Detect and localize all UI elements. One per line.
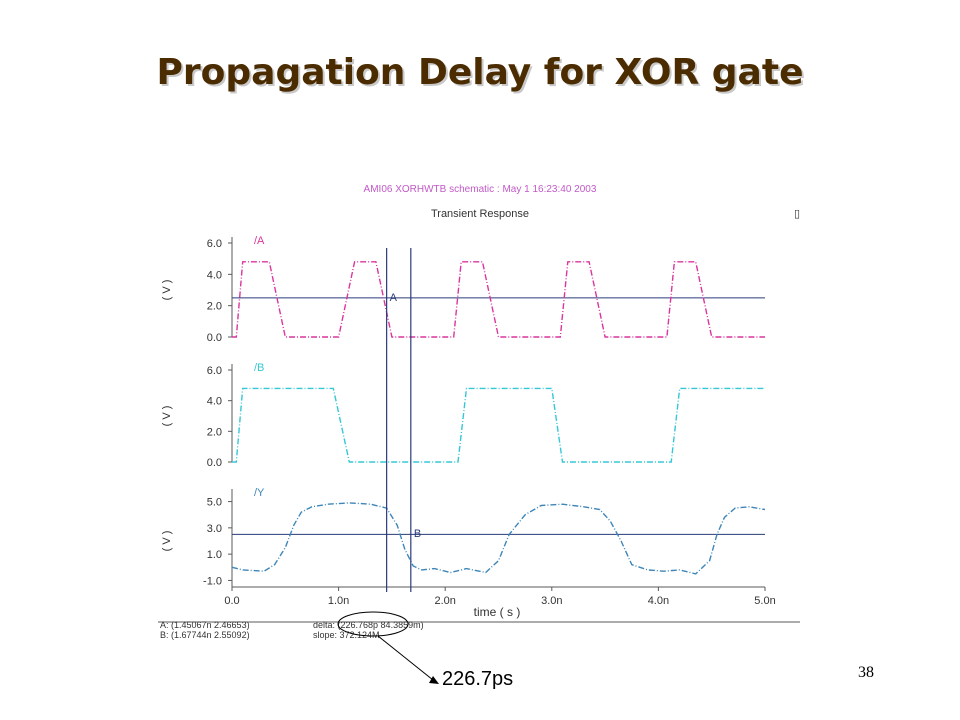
y-tick-label-y: 5.0: [207, 497, 222, 509]
readout-cursor-a: A: (1.45067n 2.46653): [160, 620, 250, 630]
series-label-a: /A: [254, 235, 265, 247]
series-line-y: [231, 502, 766, 575]
plot-header: AMI06 XORHWTB schematic : May 1 16:23:40…: [364, 184, 597, 195]
y-tick-label-b: 6.0: [207, 365, 222, 377]
callout-arrowhead: [429, 676, 439, 684]
series-line-a: [232, 261, 765, 338]
y-axis-label-a: ( V ): [161, 280, 173, 301]
x-tick-label: 1.0n: [328, 595, 349, 607]
y-tick-label-y: -1.0: [203, 575, 222, 587]
y-tick-label-a: 2.0: [207, 301, 222, 313]
series-label-b: /B: [254, 362, 264, 374]
x-tick-label: 2.0n: [434, 595, 455, 607]
series-label-y: /Y: [254, 487, 265, 499]
y-tick-label-a: 0.0: [207, 332, 222, 344]
x-tick-label: 0.0: [224, 595, 239, 607]
slide-title: Propagation Delay for XOR gate: [156, 52, 804, 93]
y-tick-label-y: 3.0: [207, 523, 222, 535]
y-tick-label-b: 2.0: [207, 426, 222, 438]
y-tick-label-y: 1.0: [207, 549, 222, 561]
y-axis-label-y: ( V ): [161, 531, 173, 552]
page-number: 38: [858, 664, 874, 681]
delta-highlight-ellipse: [337, 611, 409, 637]
y-tick-label-a: 6.0: [207, 238, 222, 250]
plot-subtitle: Transient Response: [431, 208, 529, 220]
series-line-b: [232, 387, 765, 463]
x-tick-label: 4.0n: [648, 595, 669, 607]
y-tick-label-b: 4.0: [207, 396, 222, 408]
readout-cursor-b: B: (1.67744n 2.55092): [160, 630, 250, 640]
readout-delta: delta: (226.768p 84.3859m): [313, 620, 424, 630]
y-axis-label-b: ( V ): [161, 406, 173, 427]
x-axis-label: time ( s ): [474, 605, 521, 619]
delay-callout-label: 226.7ps: [442, 668, 514, 690]
cursor-label-a: A: [390, 292, 398, 304]
callout-arrow: [377, 635, 434, 681]
y-tick-label-b: 0.0: [207, 457, 222, 469]
x-tick-label: 3.0n: [541, 595, 562, 607]
cursor-label-b: B: [414, 528, 421, 540]
x-tick-label: 5.0n: [754, 595, 775, 607]
readout-slope: slope: 372.124M: [313, 630, 380, 640]
corner-glyph: ▯: [794, 207, 800, 220]
y-tick-label-a: 4.0: [207, 269, 222, 281]
